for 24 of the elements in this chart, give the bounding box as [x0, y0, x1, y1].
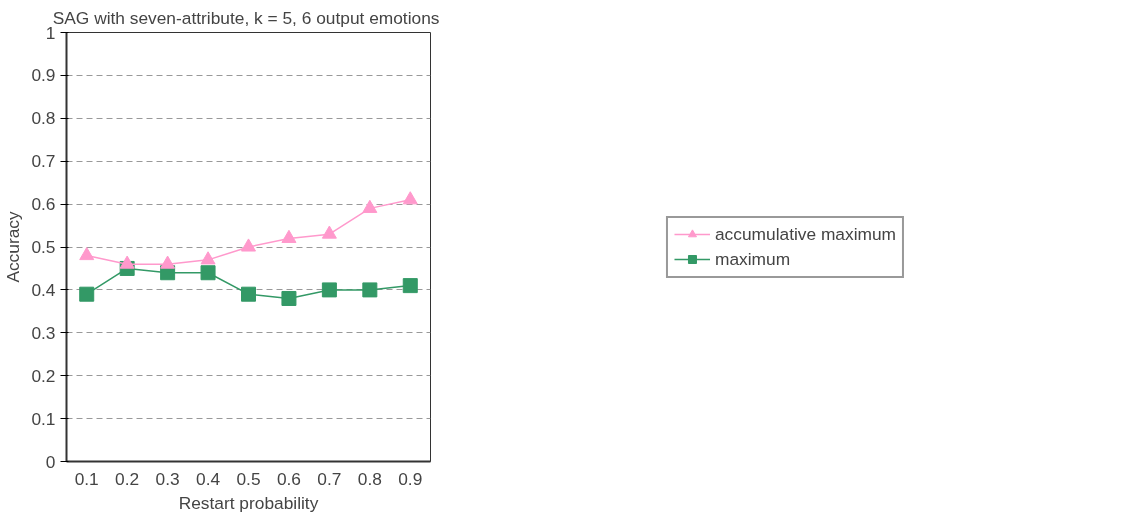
x-tick-label: 0.6 — [276, 468, 301, 489]
x-tick-label: 0.4 — [196, 468, 221, 489]
y-tick-label: 0.8 — [31, 108, 56, 129]
y-tick-label: 0.9 — [31, 65, 56, 86]
x-tick-label: 0.3 — [155, 468, 180, 489]
x-tick-label: 0.5 — [236, 468, 261, 489]
x-tick-label: 0.2 — [115, 468, 140, 489]
y-tick-label: 0.4 — [31, 279, 56, 300]
y-tick-label: 0.3 — [31, 322, 56, 343]
y-tick-label: 0.2 — [31, 365, 56, 386]
legend-label: maximum — [714, 248, 791, 270]
x-tick-label: 0.1 — [74, 468, 99, 489]
y-tick-label: 0.6 — [31, 194, 56, 215]
x-axis-title: Restart probability — [178, 492, 319, 513]
y-tick-label: 0.7 — [31, 151, 56, 172]
chart-title: SAG with seven-attribute, k = 5, 6 output emotions — [52, 7, 440, 28]
y-tick-label: 0.5 — [31, 237, 56, 257]
y-tick-label: 0.1 — [31, 408, 56, 429]
legend-label: accumulative maximum — [714, 223, 897, 245]
x-tick-label: 0.7 — [317, 468, 342, 489]
y-axis-title: Accuracy — [3, 211, 24, 283]
y-tick-label: 0 — [45, 451, 56, 472]
x-tick-label: 0.8 — [357, 468, 382, 489]
x-tick-label: 0.9 — [398, 468, 423, 489]
